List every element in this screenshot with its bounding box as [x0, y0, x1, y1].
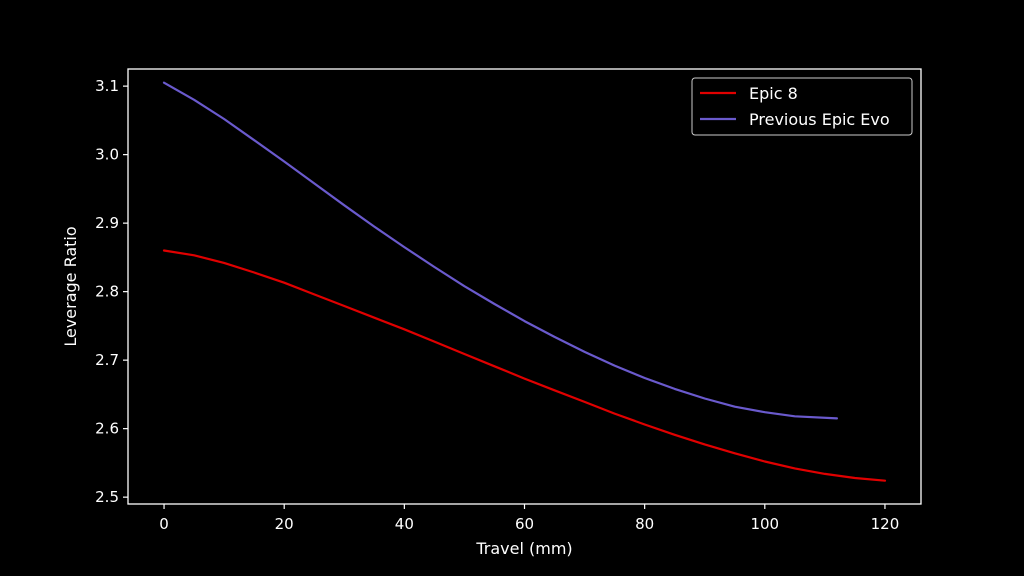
- y-tick-label: 3.1: [95, 77, 119, 95]
- y-tick-label: 2.6: [95, 420, 119, 438]
- x-axis-ticks: 0 20 40 60 80 100 120: [159, 504, 899, 533]
- y-tick-label: 2.7: [95, 351, 119, 369]
- x-tick-label: 0: [159, 515, 169, 533]
- x-tick-label: 120: [871, 515, 900, 533]
- x-tick-label: 80: [635, 515, 654, 533]
- legend-label-epic-8: Epic 8: [749, 84, 798, 103]
- y-axis-label: Leverage Ratio: [61, 226, 80, 346]
- x-tick-label: 60: [515, 515, 534, 533]
- x-axis-label: Travel (mm): [475, 539, 572, 558]
- series-line-epic-8: [162, 249, 887, 482]
- legend-label-previous-epic-evo: Previous Epic Evo: [749, 110, 890, 129]
- x-tick-label: 40: [395, 515, 414, 533]
- series-line-previous-epic-evo: [162, 81, 839, 420]
- y-tick-label: 2.9: [95, 214, 119, 232]
- x-tick-label: 20: [275, 515, 294, 533]
- y-tick-label: 2.8: [95, 283, 119, 301]
- y-tick-label: 3.0: [95, 146, 119, 164]
- y-axis-ticks: 2.5 2.6 2.7 2.8 2.9 3.0 3.1: [95, 77, 128, 506]
- legend: Epic 8 Previous Epic Evo: [691, 77, 913, 136]
- y-tick-label: 2.5: [95, 488, 119, 506]
- x-tick-label: 100: [750, 515, 779, 533]
- series-lines: [162, 81, 887, 482]
- legend-box: [691, 77, 913, 136]
